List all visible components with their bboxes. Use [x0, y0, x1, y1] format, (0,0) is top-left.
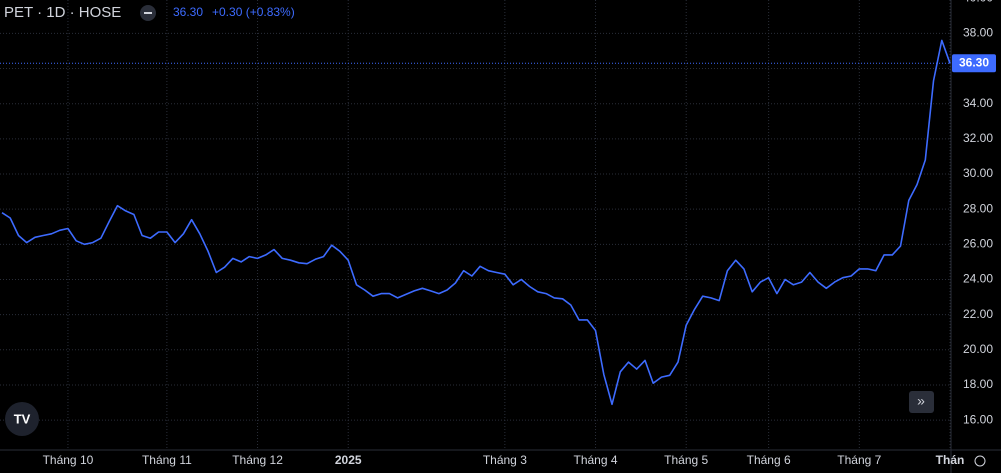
x-tick-label: Tháng 11	[142, 453, 192, 467]
y-tick-label: 22.00	[963, 307, 993, 321]
x-tick-label: Tháng 7	[837, 453, 881, 467]
price: 36.30	[173, 5, 203, 19]
last-price-label: 36.30	[959, 55, 989, 69]
y-tick-label: 38.00	[963, 26, 993, 40]
x-tick-label: 2025	[335, 453, 362, 467]
y-tick-label: 26.00	[963, 237, 993, 251]
x-tick-label: Tháng 3	[483, 453, 527, 467]
settings-button[interactable]	[974, 455, 986, 467]
symbol: PET · 1D · HOSE	[4, 4, 121, 21]
y-tick-label: 32.00	[963, 131, 993, 145]
collapse-icon	[144, 12, 152, 14]
y-tick-label: 40.00	[963, 0, 993, 4]
x-tick-label: Tháng 5	[664, 453, 708, 467]
x-tick-label: Tháng 4	[574, 453, 618, 467]
last-price-tag	[952, 54, 996, 73]
price-line	[1, 39, 951, 406]
y-tick-label: 20.00	[963, 342, 993, 356]
logo[interactable]	[5, 402, 39, 436]
y-tick-label: 30.00	[963, 166, 993, 180]
x-tick-label: Tháng 12	[232, 453, 283, 467]
change: +0.30 (+0.83%)	[212, 5, 295, 19]
y-tick-label: 16.00	[963, 412, 993, 426]
y-tick-label: 18.00	[963, 377, 993, 391]
y-tick-label: 34.00	[963, 96, 993, 110]
x-tick-label: Tháng 10	[43, 453, 94, 467]
scroll-icon: »	[917, 393, 925, 409]
y-tick-label: 24.00	[963, 272, 993, 286]
logo-text: TV	[14, 411, 31, 426]
x-tick-label: Thán	[936, 453, 965, 467]
scroll-button[interactable]	[909, 391, 934, 413]
y-tick-label: 28.00	[963, 201, 993, 215]
plot	[0, 0, 951, 450]
x-tick-label: Tháng 6	[747, 453, 791, 467]
